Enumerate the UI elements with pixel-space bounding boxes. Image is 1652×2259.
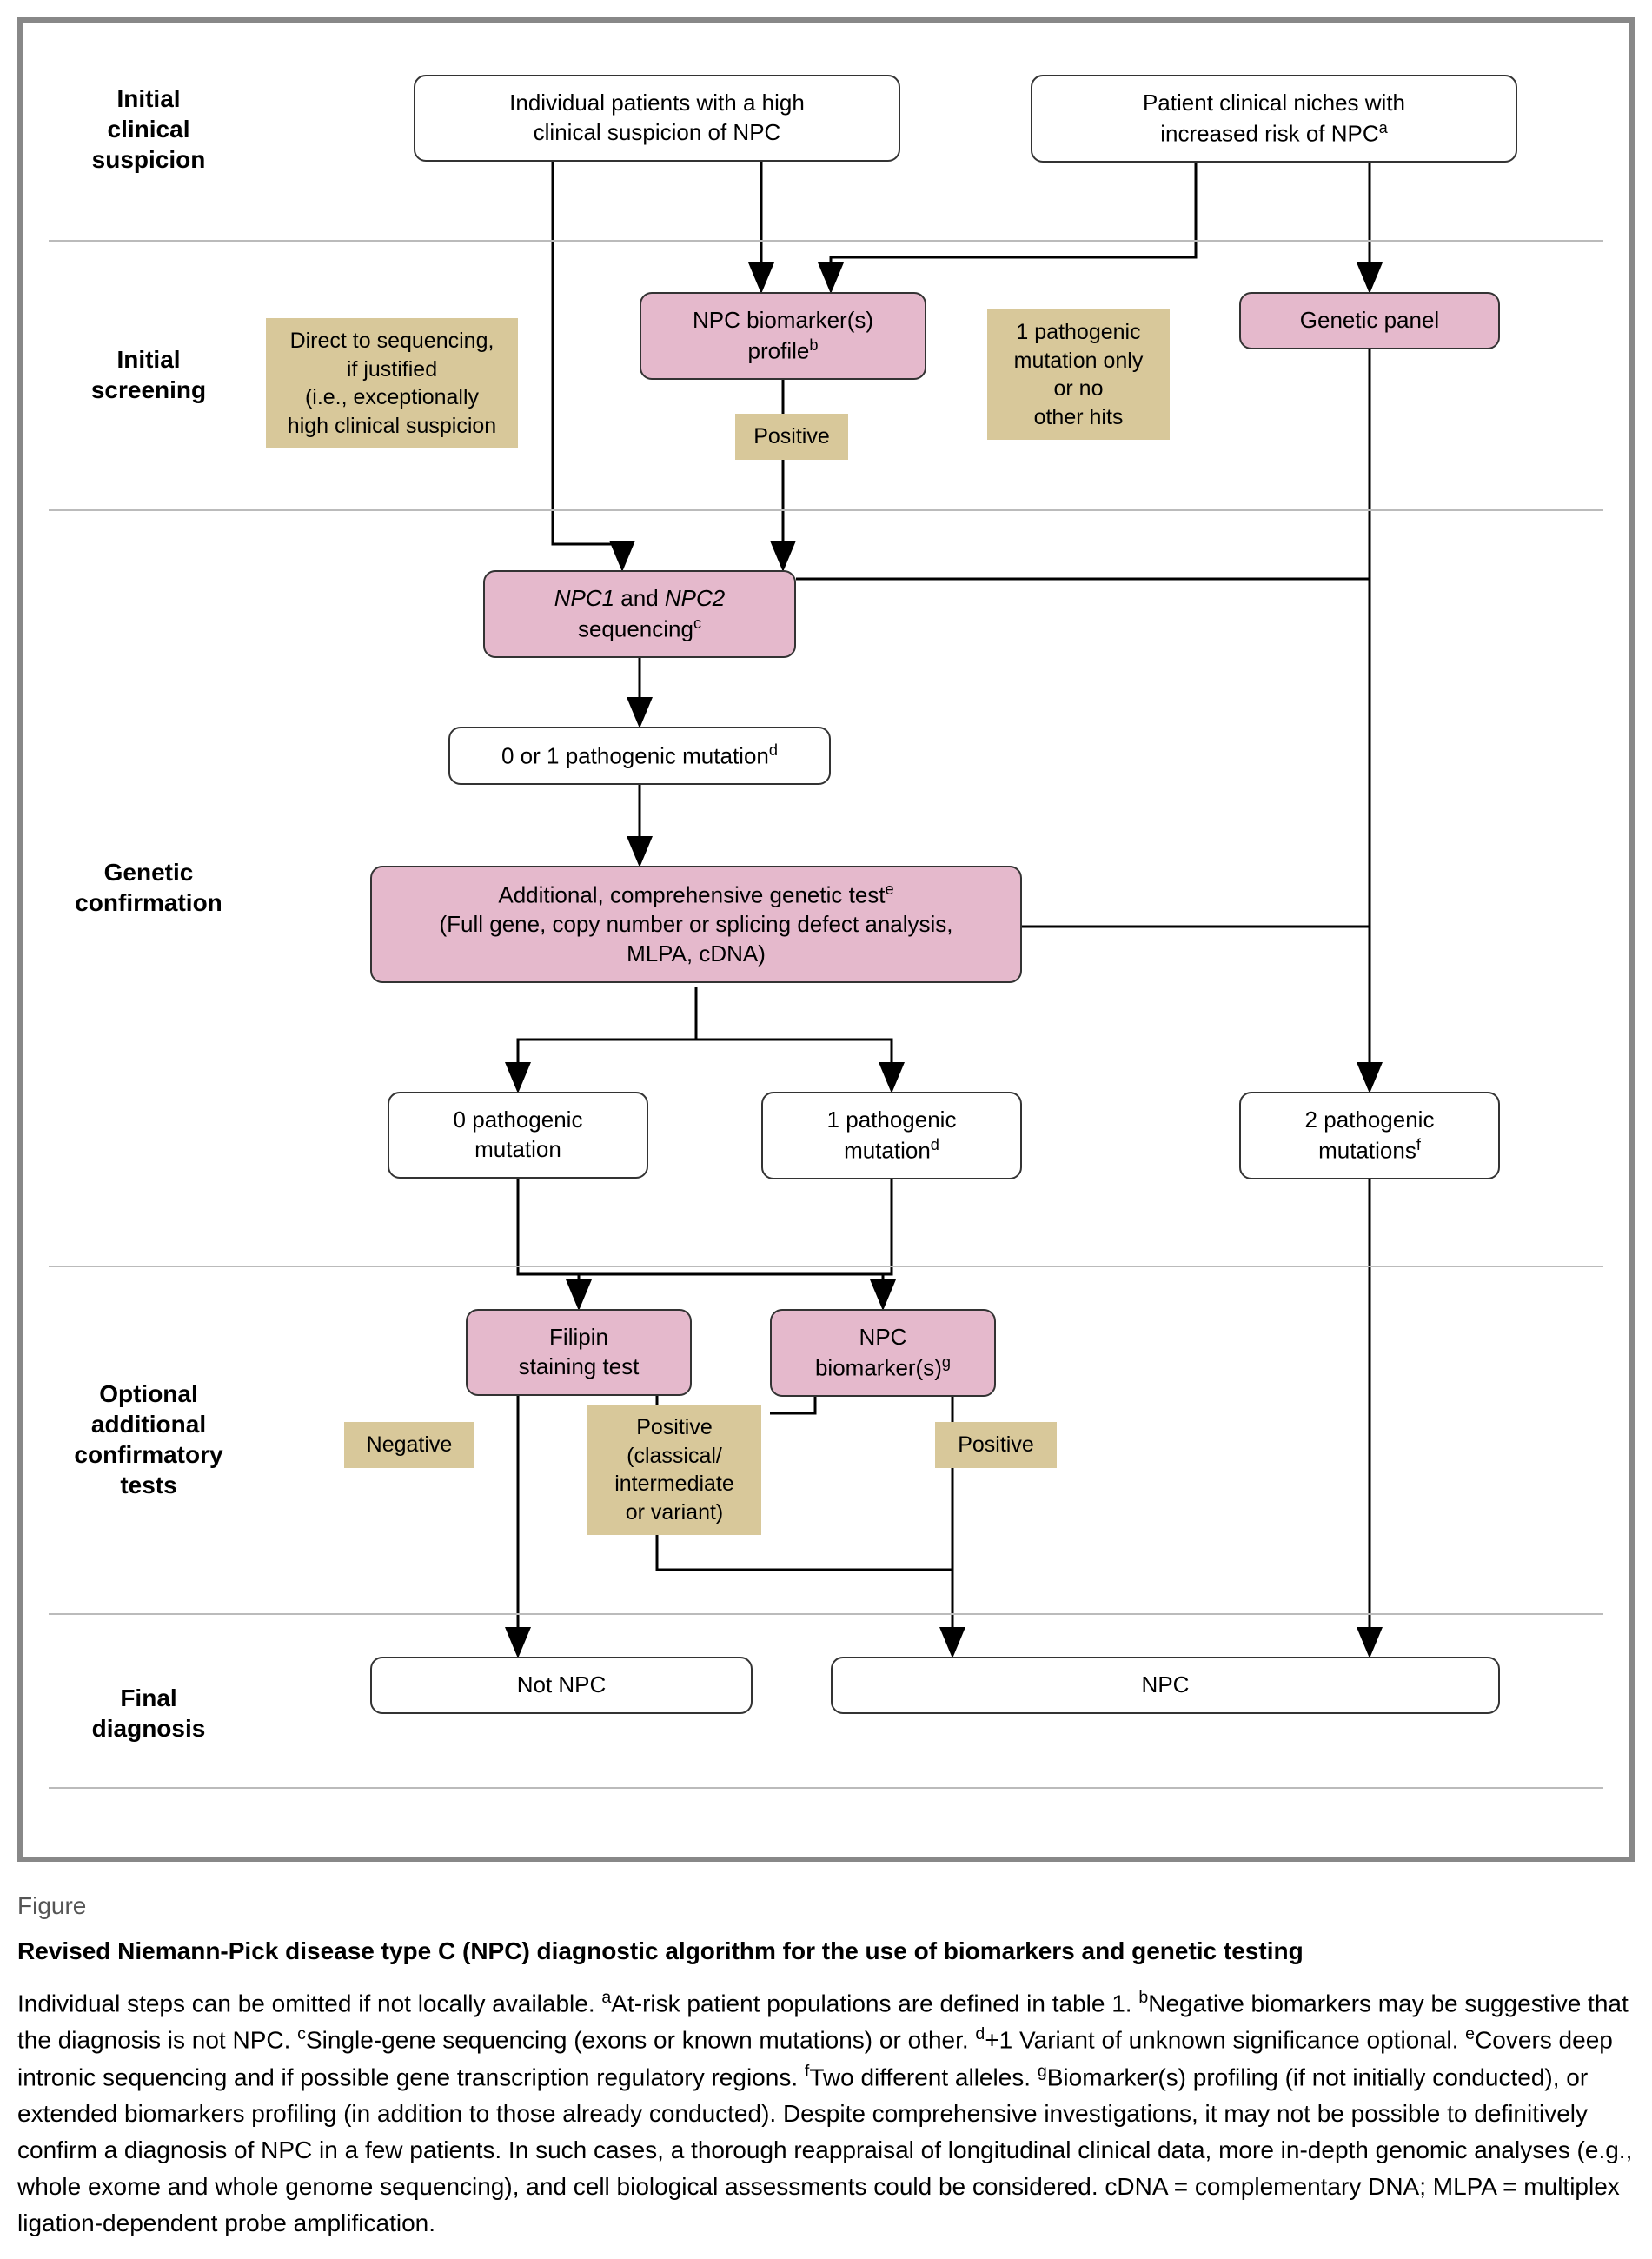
n_npc: NPC bbox=[831, 1657, 1500, 1714]
stage-5-label: Finaldiagnosis bbox=[66, 1683, 231, 1744]
figure-frame: Initialclinicalsuspicion Initialscreening… bbox=[17, 17, 1635, 1862]
edge-10 bbox=[518, 987, 696, 1088]
n_0or1: 0 or 1 pathogenic mutationd bbox=[448, 727, 831, 785]
stage-4-label: Optionaladditionalconfirmatorytests bbox=[66, 1379, 231, 1500]
stage-2-label: Initialscreening bbox=[66, 344, 231, 405]
stage-1-label: Initialclinicalsuspicion bbox=[66, 83, 231, 175]
n_0path: 0 pathogenicmutation bbox=[388, 1092, 648, 1179]
stage-divider bbox=[49, 240, 1603, 242]
edge-13 bbox=[544, 1274, 883, 1306]
n_1path: 1 pathogenicmutationd bbox=[761, 1092, 1022, 1179]
edge-0 bbox=[553, 160, 622, 567]
edge-11 bbox=[696, 1040, 892, 1088]
edge-12 bbox=[518, 1170, 579, 1306]
note_positive1: Positive bbox=[735, 414, 848, 460]
n_biomarker_profile: NPC biomarker(s)profileb bbox=[640, 292, 926, 380]
note_positive2: Positive bbox=[935, 1422, 1057, 1468]
figure-caption: Figure Revised Niemann-Pick disease type… bbox=[17, 1888, 1635, 2242]
stage-divider bbox=[49, 1266, 1603, 1267]
note_direct: Direct to sequencing,if justified(i.e., … bbox=[266, 318, 518, 448]
stage-3-label: Geneticconfirmation bbox=[66, 857, 231, 918]
n_biomarker2: NPCbiomarker(s)g bbox=[770, 1309, 996, 1397]
note_negative: Negative bbox=[344, 1422, 474, 1468]
n_genetic_panel: Genetic panel bbox=[1239, 292, 1500, 349]
caption-label: Figure bbox=[17, 1888, 1635, 1924]
n_additional: Additional, comprehensive genetic teste(… bbox=[370, 866, 1022, 983]
stage-divider bbox=[49, 1613, 1603, 1615]
flowchart-canvas: Initialclinicalsuspicion Initialscreening… bbox=[49, 49, 1603, 1830]
edge-14 bbox=[883, 1170, 892, 1274]
stage-divider bbox=[49, 509, 1603, 511]
edge-5 bbox=[796, 579, 1370, 1088]
note_pos_variant: Positive(classical/intermediateor varian… bbox=[587, 1405, 761, 1535]
caption-title: Revised Niemann-Pick disease type C (NPC… bbox=[17, 1933, 1635, 1970]
n_suspicion_niche: Patient clinical niches withincreased ri… bbox=[1031, 75, 1517, 163]
stage-divider bbox=[49, 1787, 1603, 1789]
caption-body: Individual steps can be omitted if not l… bbox=[17, 1985, 1635, 2242]
n_sequencing: NPC1 and NPC2sequencingc bbox=[483, 570, 796, 658]
note_1path: 1 pathogenicmutation onlyor noother hits bbox=[987, 309, 1170, 440]
n_2path: 2 pathogenicmutationsf bbox=[1239, 1092, 1500, 1179]
edge-2 bbox=[831, 160, 1196, 289]
n_notnpc: Not NPC bbox=[370, 1657, 753, 1714]
n_filipin: Filipinstaining test bbox=[466, 1309, 692, 1396]
n_suspicion_ind: Individual patients with a highclinical … bbox=[414, 75, 900, 162]
